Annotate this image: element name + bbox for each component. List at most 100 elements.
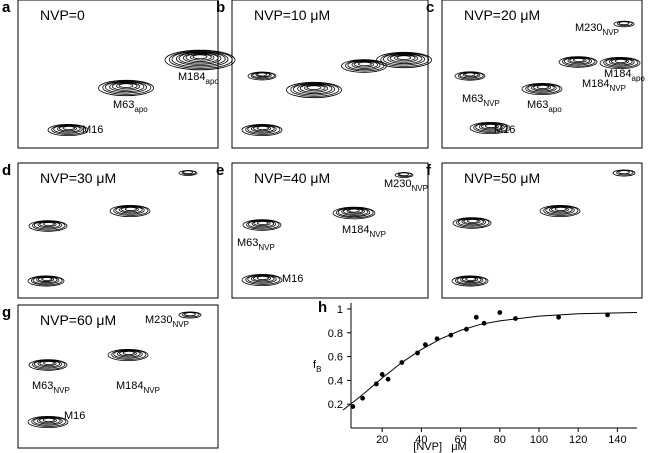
label-name: M63 bbox=[32, 380, 53, 392]
panel-title: NVP=0 bbox=[40, 7, 85, 23]
contour bbox=[111, 349, 147, 360]
contour bbox=[256, 72, 268, 77]
contour bbox=[185, 53, 215, 62]
contour bbox=[256, 126, 269, 131]
contour bbox=[527, 83, 557, 93]
label-sub: B bbox=[316, 365, 321, 374]
fit-curve bbox=[342, 312, 638, 411]
label-sub: NVP bbox=[610, 84, 626, 93]
data-point bbox=[360, 395, 365, 401]
contour bbox=[572, 58, 585, 62]
contour bbox=[351, 60, 379, 69]
contour bbox=[536, 85, 549, 90]
data-point bbox=[399, 360, 405, 365]
contour bbox=[292, 83, 336, 96]
label-name: M16 bbox=[494, 124, 515, 136]
spectrum-frame bbox=[17, 304, 219, 449]
label-name: M63 bbox=[527, 99, 548, 111]
contour bbox=[399, 172, 409, 177]
contour bbox=[599, 57, 641, 70]
data-point bbox=[434, 336, 440, 342]
contour bbox=[247, 124, 277, 134]
panel-title: NVP=40 μM bbox=[254, 170, 330, 186]
label-name: M184 bbox=[604, 68, 632, 80]
label-sub: apo bbox=[134, 105, 148, 114]
peak-label: M184NVP bbox=[582, 78, 626, 93]
peak-label: M184apo bbox=[178, 71, 219, 86]
contour bbox=[113, 349, 143, 359]
contour bbox=[256, 221, 269, 225]
label-name: M184 bbox=[178, 71, 206, 83]
contour bbox=[465, 277, 477, 281]
panel-title: NVP=60 μM bbox=[40, 312, 116, 328]
contour bbox=[182, 52, 219, 64]
contour bbox=[473, 122, 509, 133]
peak-label: M16 bbox=[282, 273, 303, 285]
contour bbox=[53, 124, 83, 134]
label-sub: apo bbox=[632, 74, 646, 83]
contour bbox=[122, 350, 135, 355]
label-sub: NVP bbox=[483, 99, 499, 108]
label-sub: NVP bbox=[53, 386, 69, 395]
label-sub: NVP bbox=[370, 230, 386, 239]
label-name: M230 bbox=[575, 22, 603, 34]
contour bbox=[178, 52, 222, 65]
contour bbox=[47, 124, 89, 137]
contour bbox=[104, 81, 148, 94]
panel-letter: g bbox=[2, 304, 11, 321]
x-tick-label: 20 bbox=[376, 434, 388, 446]
contour bbox=[116, 350, 141, 358]
contour bbox=[347, 60, 381, 71]
peak-label: M63NVP bbox=[237, 237, 275, 252]
contour bbox=[247, 274, 277, 284]
data-point bbox=[473, 314, 479, 320]
contour bbox=[478, 123, 503, 131]
contour bbox=[98, 79, 154, 97]
contour bbox=[113, 205, 149, 216]
contour bbox=[611, 58, 629, 65]
panel-title: NVP=50 μM bbox=[464, 170, 540, 186]
contour bbox=[171, 50, 229, 68]
contour bbox=[380, 52, 430, 67]
label-name: M184 bbox=[116, 380, 144, 392]
contour bbox=[396, 55, 412, 60]
panel-title: NVP=20 μM bbox=[464, 7, 540, 23]
spectrum-frame bbox=[441, 0, 643, 149]
contour bbox=[184, 312, 196, 317]
contour bbox=[530, 84, 555, 92]
label-name: M230 bbox=[384, 178, 412, 190]
contour bbox=[118, 83, 134, 88]
x-tick-label: 40 bbox=[415, 434, 427, 446]
y-tick-label: 0.8 bbox=[328, 328, 343, 340]
label-name: M16 bbox=[282, 273, 303, 285]
contour bbox=[464, 72, 476, 77]
contour bbox=[42, 361, 55, 365]
peak-label: M63apo bbox=[113, 99, 148, 114]
contour bbox=[42, 417, 55, 422]
spectrum-frame bbox=[231, 0, 429, 149]
contour bbox=[175, 51, 226, 67]
contour bbox=[290, 82, 340, 97]
contour bbox=[521, 83, 563, 96]
data-point bbox=[415, 350, 420, 356]
contour bbox=[605, 57, 635, 67]
x-axis-label: [NVP] μM bbox=[413, 441, 466, 453]
contour bbox=[115, 205, 145, 215]
label-name: M184 bbox=[582, 78, 610, 90]
contour bbox=[102, 80, 152, 95]
data-point bbox=[513, 316, 518, 321]
contour bbox=[376, 51, 432, 69]
panel-letter: f bbox=[426, 162, 432, 179]
label-name: f bbox=[313, 359, 317, 371]
panel-letter: h bbox=[318, 299, 327, 316]
contour bbox=[111, 82, 141, 91]
peak-label: M184NVP bbox=[342, 224, 386, 239]
y-tick-label: 0.4 bbox=[328, 375, 343, 387]
contour bbox=[121, 206, 139, 213]
contour bbox=[51, 124, 87, 135]
data-point bbox=[379, 372, 385, 377]
contour bbox=[31, 416, 67, 427]
data-point bbox=[481, 320, 487, 326]
contour bbox=[387, 53, 423, 65]
